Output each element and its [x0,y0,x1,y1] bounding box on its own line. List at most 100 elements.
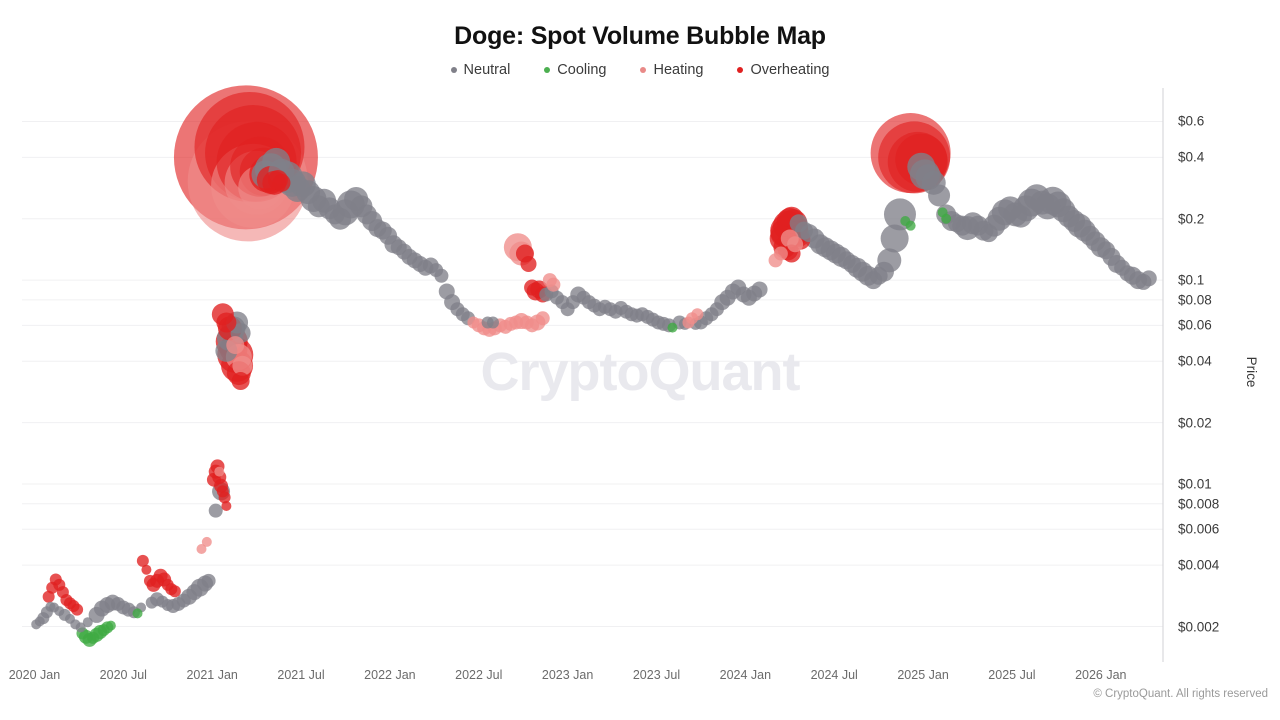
x-tick-label: 2021 Jul [277,668,325,682]
bubble-heating[interactable] [525,318,540,333]
x-tick-label: 2022 Jan [364,668,416,682]
x-tick-label: 2024 Jul [810,668,858,682]
bubble-overheating[interactable] [143,574,156,587]
legend-item-label: Heating [653,62,704,78]
y-tick-label: $0.01 [1178,476,1212,492]
bubble-neutral[interactable] [82,617,93,628]
bubble-neutral[interactable] [1140,270,1157,287]
bubble-heating[interactable] [196,544,207,555]
bubble-neutral[interactable] [75,622,86,633]
bubble-neutral[interactable] [751,281,768,298]
cryptoquant-watermark: CryptoQuant [480,342,801,402]
bubble-overheating[interactable] [231,372,250,391]
chart-legend: Neutral Cooling Heating Overheating [0,62,1280,78]
bubble-cooling[interactable] [105,620,116,631]
x-tick-label: 2023 Jul [632,668,681,682]
bubble-heating[interactable] [691,308,704,321]
y-tick-label: $0.02 [1178,415,1212,431]
bubble-neutral[interactable] [928,184,951,207]
bubble-heating[interactable] [226,336,245,355]
legend-dot-icon [450,67,457,73]
legend-item-label: Overheating [750,62,830,78]
x-tick-label: 2020 Jul [99,668,147,682]
bubble-cooling[interactable] [132,608,143,619]
bubble-heating[interactable] [467,316,480,329]
bubble-neutral[interactable] [800,224,819,243]
bubble-overheating[interactable] [216,312,237,333]
bubble-neutral[interactable] [434,268,449,283]
copyright-notice: © CryptoQuant. All rights reserved [1093,688,1268,700]
bubble-cooling[interactable] [667,322,678,333]
legend-item-neutral[interactable]: Neutral [450,62,511,78]
bubble-neutral[interactable] [486,316,499,329]
bubble-overheating[interactable] [168,585,181,598]
bubble-overheating[interactable] [221,501,232,512]
bubble-neutral[interactable] [1030,190,1055,215]
x-tick-label: 2025 Jul [988,668,1036,682]
y-tick-label: $0.2 [1178,211,1205,227]
x-tick-label: 2021 Jan [186,668,238,682]
bubble-neutral[interactable] [208,503,223,518]
bubble-neutral[interactable] [176,593,191,608]
bubble-heating[interactable] [787,236,804,253]
y-tick-label: $0.006 [1178,521,1220,537]
bubble-neutral[interactable] [34,616,45,627]
bubble-neutral[interactable] [565,295,580,310]
y-tick-label: $0.4 [1178,149,1205,165]
x-tick-label: 2020 Jan [8,668,61,682]
bubble-neutral[interactable] [842,254,861,273]
bubble-overheating[interactable] [141,564,152,575]
bubble-overheating[interactable] [71,603,84,616]
x-tick-label: 2025 Jan [897,668,949,682]
legend-item-label: Cooling [557,62,607,78]
y-tick-label: $0.004 [1178,557,1220,573]
bubble-neutral[interactable] [201,573,216,588]
x-tick-label: 2022 Jul [455,668,503,682]
legend-dot-icon [640,67,647,73]
legend-item-cooling[interactable]: Cooling [544,62,606,78]
bubble-cooling[interactable] [905,220,916,231]
bubble-overheating[interactable] [218,491,231,504]
x-tick-label: 2023 Jan [541,668,594,682]
bubble-overheating[interactable] [42,590,55,603]
y-axis-tick-labels: $0.6 $0.4 $0.2 $0.1 $0.08 $0.06 $0.04 $0.02 $0.0… [1178,0,1278,720]
bubble-neutral[interactable] [54,606,65,617]
bubble-overheating[interactable] [520,255,537,272]
bubble-neutral[interactable] [979,224,998,243]
bubble-heating[interactable] [546,277,561,292]
bubble-cooling[interactable] [941,213,952,224]
bubble-heating[interactable] [509,315,524,330]
bubble-neutral[interactable] [1119,265,1136,282]
bubble-heating[interactable] [201,536,212,547]
bubble-neutral[interactable] [145,596,158,609]
bubble-neutral[interactable] [709,302,724,317]
bubble-neutral[interactable] [880,224,909,253]
legend-dot-icon [544,67,551,73]
x-tick-label: 2024 Jan [719,668,772,682]
bubble-neutral[interactable] [161,599,174,612]
bubble-heating[interactable] [214,466,225,477]
y-tick-label: $0.08 [1178,292,1212,308]
bubble-neutral[interactable] [1009,205,1032,228]
y-tick-label: $0.06 [1178,317,1212,333]
y-tick-label: $0.002 [1178,619,1220,635]
legend-dot-icon [737,67,744,73]
bubble-neutral[interactable] [869,266,888,285]
legend-item-overheating[interactable]: Overheating [737,62,829,78]
bubble-heating[interactable] [535,311,550,326]
bubble-cooling[interactable] [87,631,100,644]
y-axis-title: Price [1243,356,1259,388]
bubble-neutral[interactable] [186,584,203,601]
bubble-heating[interactable] [773,246,788,261]
bubble-overheating[interactable] [272,173,291,192]
y-tick-label: $0.6 [1178,113,1205,129]
bubble-heating[interactable] [232,355,253,376]
bubble-neutral[interactable] [947,214,966,233]
legend-item-label: Neutral [463,62,511,78]
bubble-overheating[interactable] [136,554,149,567]
y-tick-label: $0.008 [1178,496,1220,512]
legend-item-heating[interactable]: Heating [640,62,703,78]
bubble-neutral[interactable] [324,204,345,225]
